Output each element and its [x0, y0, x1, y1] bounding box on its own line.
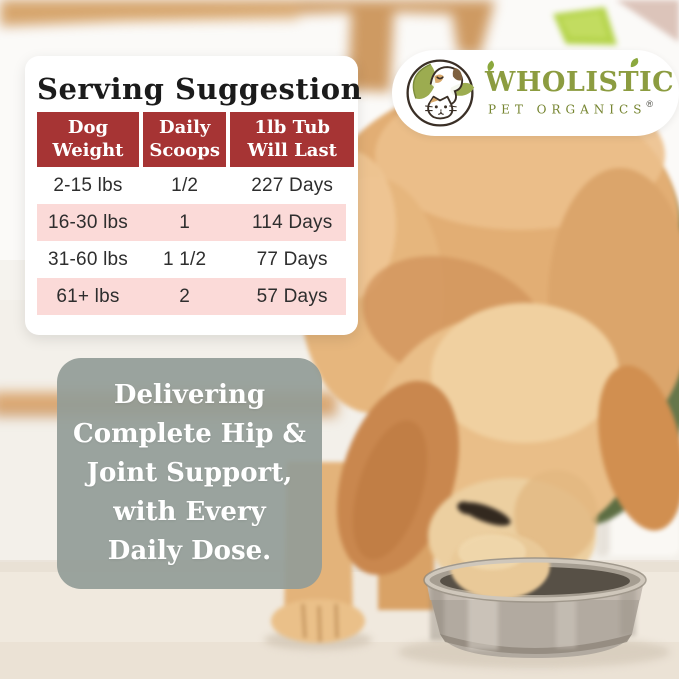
brand-logo: WHOLISTIC PET ORGANICS®	[392, 50, 679, 136]
cell-daily-scoops: 1 1/2	[163, 248, 207, 270]
table-row: 2-15 lbs 1/2 227 Days	[37, 167, 346, 204]
registered-mark: ®	[646, 99, 654, 110]
table-header-daily-scoops: Daily Scoops	[142, 112, 227, 167]
cell-tub-will-last: 57 Days	[256, 285, 328, 307]
cell-tub-will-last: 227 Days	[251, 174, 334, 196]
message-text: Delivering Complete Hip & Joint Support,…	[73, 376, 306, 571]
table-row: 31-60 lbs 1 1/2 77 Days	[37, 241, 346, 278]
table-header-dog-weight: Dog Weight	[37, 112, 139, 167]
leaf-icon	[487, 60, 495, 72]
cell-daily-scoops: 1/2	[171, 174, 199, 196]
cell-tub-will-last: 77 Days	[256, 248, 328, 270]
message-box: Delivering Complete Hip & Joint Support,…	[57, 358, 322, 589]
cell-dog-weight: 31-60 lbs	[48, 248, 128, 270]
table-header-tub-will-last: 1lb Tub Will Last	[230, 112, 354, 167]
brand-text-block: WHOLISTIC PET ORGANICS®	[485, 58, 675, 118]
cell-dog-weight: 2-15 lbs	[53, 174, 123, 196]
message-line: Complete Hip &	[73, 419, 306, 449]
cell-daily-scoops: 1	[179, 211, 191, 233]
cell-daily-scoops: 2	[179, 285, 191, 307]
message-line: Joint Support,	[86, 458, 293, 488]
wholistic-pet-logo-icon	[406, 59, 475, 127]
message-line: Delivering	[113, 380, 266, 410]
message-line: with Every	[113, 497, 266, 527]
leaf-icon	[630, 58, 639, 68]
steel-bowl	[398, 533, 670, 668]
serving-suggestion-card: Serving Suggestion Dog Weight Daily Scoo…	[25, 56, 363, 335]
table-row: 16-30 lbs 1 114 Days	[37, 204, 346, 241]
card-title: Serving Suggestion	[37, 72, 363, 106]
table-header-row: Dog Weight Daily Scoops 1lb Tub Will Las…	[37, 112, 354, 167]
cell-dog-weight: 16-30 lbs	[48, 211, 128, 233]
brand-name: WHOLISTIC	[485, 67, 675, 99]
cell-tub-will-last: 114 Days	[251, 211, 333, 233]
table-row: 61+ lbs 2 57 Days	[37, 278, 346, 315]
message-line: Daily Dose.	[107, 536, 272, 566]
cell-dog-weight: 61+ lbs	[56, 285, 120, 307]
brand-subtitle: PET ORGANICS	[488, 102, 647, 117]
